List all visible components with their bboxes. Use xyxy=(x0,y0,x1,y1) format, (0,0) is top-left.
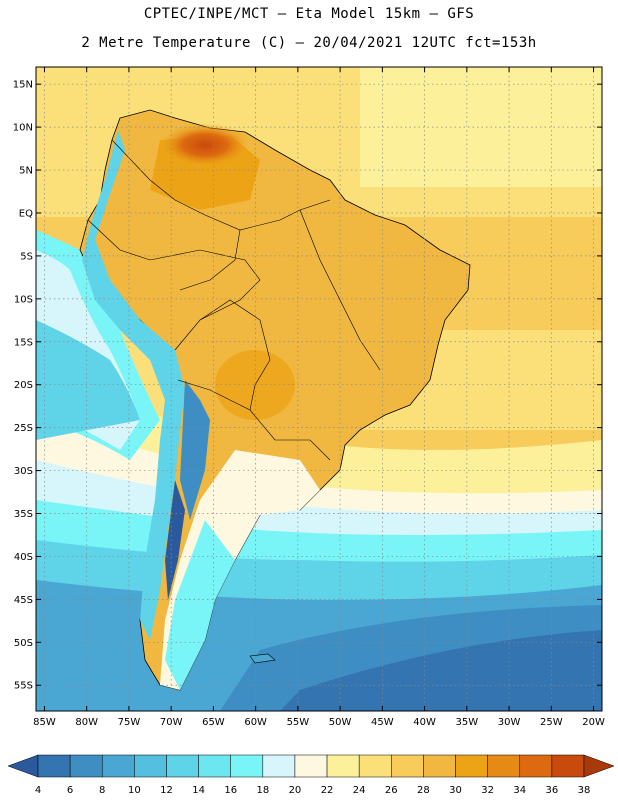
colorbar-swatch xyxy=(198,754,231,778)
lat-label: 5N xyxy=(19,166,33,177)
lat-label: 55S xyxy=(14,681,33,692)
lat-label: 15S xyxy=(14,337,33,348)
chart-title-line-1: CPTEC/INPE/MCT – Eta Model 15km – GFS xyxy=(143,6,475,22)
colorbar-swatch xyxy=(455,754,488,778)
latitude-labels: 15N 10N 5N EQ 5S 10S 15S 20S 25S 30S 35S 40S 45S 50S 5… xyxy=(13,80,33,692)
colorbar-swatch xyxy=(134,754,167,778)
lon-label: 80W xyxy=(75,717,98,728)
colorbar-min-arrow xyxy=(7,754,39,778)
lon-label: 35W xyxy=(456,717,479,728)
colorbar-label: 16 xyxy=(224,785,237,796)
colorbar-swatch xyxy=(519,754,553,778)
colorbar-label: 14 xyxy=(192,785,205,796)
colorbar-label: 32 xyxy=(481,785,494,796)
lat-label: 35S xyxy=(14,509,33,520)
colorbar-label: 12 xyxy=(160,785,173,796)
lon-label: 55W xyxy=(287,717,310,728)
longitude-labels: 85W 80W 75W 70W 65W 60W 55W 50W 45W 40W 35W 30W 25W 2… xyxy=(33,717,605,728)
colorbar-label: 28 xyxy=(417,785,430,796)
colorbar-labels: 4 6 8 10 12 14 16 18 20 22 24 26 28 30 32 34 36 38 xyxy=(35,785,591,796)
colorbar-label: 20 xyxy=(289,785,302,796)
lat-label: 40S xyxy=(14,552,33,563)
colorbar-swatch xyxy=(551,754,585,778)
temperature-field xyxy=(36,67,602,711)
colorbar-max-arrow xyxy=(583,754,615,778)
colorbar-swatch xyxy=(423,754,456,778)
colorbar-label: 34 xyxy=(513,785,526,796)
colorbar-label: 8 xyxy=(99,785,105,796)
lon-label: 20W xyxy=(582,717,605,728)
lon-label: 45W xyxy=(371,717,394,728)
country-borders xyxy=(87,139,381,461)
lat-label: 50S xyxy=(14,638,33,649)
lon-label: 30W xyxy=(498,717,521,728)
lat-label: 25S xyxy=(14,423,33,434)
colorbar-label: 6 xyxy=(67,785,73,796)
lon-label: 50W xyxy=(329,717,352,728)
lon-label: 25W xyxy=(540,717,563,728)
colorbar-swatch xyxy=(294,754,328,778)
lat-label: 45S xyxy=(14,595,33,606)
axis-ticks xyxy=(36,67,602,711)
lon-label: 75W xyxy=(118,717,141,728)
colorbar-label: 36 xyxy=(546,785,559,796)
lat-label: 30S xyxy=(14,466,33,477)
colorbar-label: 10 xyxy=(128,785,141,796)
colorbar-swatch xyxy=(262,754,296,778)
lat-label: 5S xyxy=(20,251,33,262)
colorbar-swatch xyxy=(37,754,71,778)
lon-label: 70W xyxy=(160,717,183,728)
colorbar-label: 24 xyxy=(353,785,366,796)
lat-label: 20S xyxy=(14,380,33,391)
colorbar-swatch xyxy=(487,754,521,778)
lat-lon-grid xyxy=(36,67,602,711)
lon-label: 85W xyxy=(33,717,56,728)
colorbar-swatch xyxy=(230,754,264,778)
colorbar-swatch xyxy=(391,754,424,778)
lon-label: 40W xyxy=(413,717,436,728)
lon-label: 65W xyxy=(202,717,225,728)
lat-label: 15N xyxy=(13,80,33,91)
lat-label: EQ xyxy=(19,208,33,219)
colorbar-swatch xyxy=(326,754,360,778)
chart-title-line-2: 2 Metre Temperature (C) – 20/04/2021 12U… xyxy=(81,35,537,51)
colorbar-label: 38 xyxy=(578,785,591,796)
lat-label: 10N xyxy=(13,123,33,134)
colorbar-swatch xyxy=(69,754,103,778)
colorbar-label: 4 xyxy=(35,785,41,796)
colorbar-label: 26 xyxy=(385,785,398,796)
colorbar xyxy=(7,754,615,778)
lat-label: 10S xyxy=(14,294,33,305)
lon-label: 60W xyxy=(244,717,267,728)
colorbar-label: 30 xyxy=(449,785,462,796)
colorbar-label: 22 xyxy=(321,785,334,796)
map-frame xyxy=(35,66,603,712)
colorbar-swatch xyxy=(101,754,135,778)
colorbar-swatch xyxy=(358,754,392,778)
colorbar-swatch xyxy=(166,754,199,778)
colorbar-label: 18 xyxy=(256,785,269,796)
